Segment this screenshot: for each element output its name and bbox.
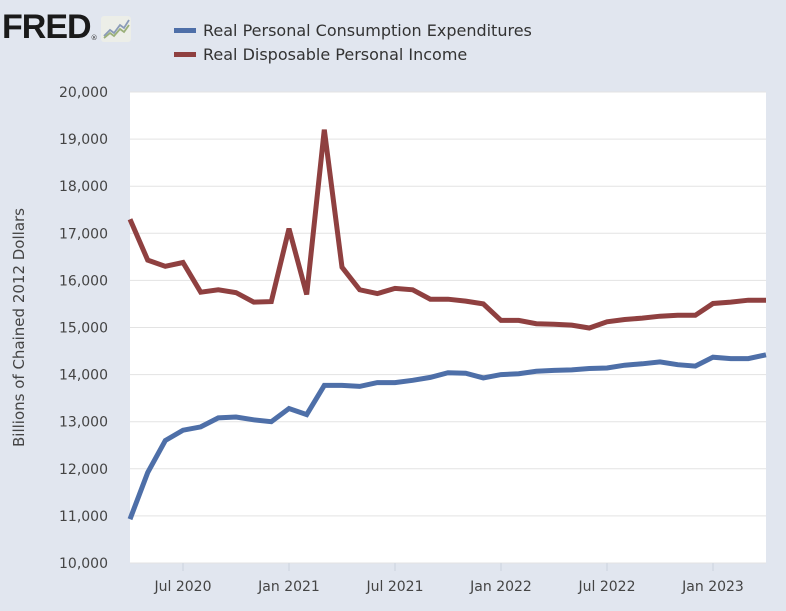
y-tick-label: 13,000 (59, 415, 108, 431)
y-tick-label: 14,000 (59, 368, 108, 384)
y-tick-label: 11,000 (59, 509, 108, 525)
x-tick-label: Jan 2022 (469, 579, 532, 595)
x-axis: Jul 2020 Jan 2021 Jul 2021 Jan 2022 Jul 2022… (154, 563, 744, 595)
x-tick-label: Jul 2022 (578, 579, 636, 595)
y-axis: 10,000 11,000 12,000 13,000 14,000 15,000 16,0… (59, 85, 108, 572)
series-lines (127, 129, 767, 521)
y-tick-label: 16,000 (59, 273, 108, 289)
legend-swatch-income (174, 51, 196, 57)
y-tick-label: 17,000 (59, 226, 108, 242)
y-tick-label: 19,000 (59, 132, 108, 148)
y-axis-title: Billions of Chained 2012 Dollars (10, 208, 28, 447)
chart-legend: Real Personal Consumption Expenditures R… (174, 18, 532, 66)
x-tick-label: Jul 2021 (366, 579, 424, 595)
legend-swatch-pce (174, 27, 196, 33)
x-tick-label: Jan 2021 (257, 579, 320, 595)
logo-text: FRED (2, 8, 92, 46)
legend-item-income[interactable]: Real Disposable Personal Income (174, 42, 532, 66)
y-tick-label: 20,000 (59, 85, 108, 101)
y-tick-label: 18,000 (59, 179, 108, 195)
registered-mark: ® (90, 34, 98, 42)
legend-label-pce: Real Personal Consumption Expenditures (203, 20, 532, 40)
legend-item-pce[interactable]: Real Personal Consumption Expenditures (174, 18, 532, 42)
series-line-income (127, 129, 766, 331)
series-line-pce (127, 352, 767, 521)
y-tick-label: 10,000 (59, 556, 108, 572)
x-tick-label: Jul 2020 (154, 579, 212, 595)
y-tick-label: 12,000 (59, 462, 108, 478)
fred-logo: FRED ® (2, 10, 131, 44)
legend-label-income: Real Disposable Personal Income (203, 44, 468, 64)
y-tick-label: 15,000 (59, 321, 108, 337)
gridlines (130, 91, 766, 564)
chart-line-icon (100, 16, 131, 42)
x-tick-label: Jan 2023 (681, 579, 744, 595)
